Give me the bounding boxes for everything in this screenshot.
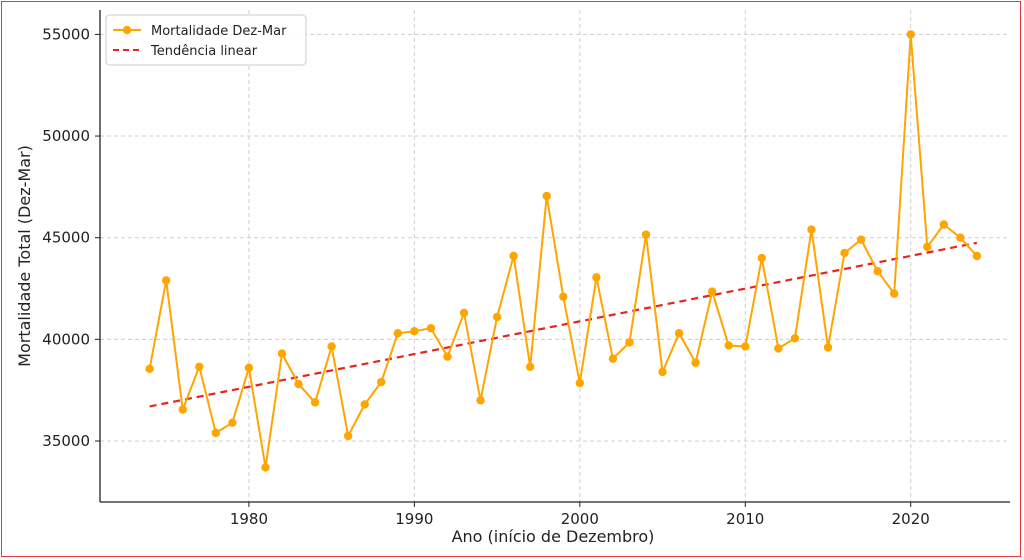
data-point	[774, 344, 783, 353]
data-point	[195, 362, 204, 372]
data-point	[377, 377, 386, 387]
data-point	[492, 312, 502, 322]
y-tick-label: 45000	[42, 229, 90, 247]
y-tick-label: 50000	[42, 127, 90, 145]
data-point	[873, 267, 882, 276]
legend-trend-label: Tendência linear	[150, 44, 258, 59]
legend-box	[105, 14, 307, 66]
data-point	[525, 362, 535, 372]
series-layer	[145, 30, 982, 472]
data-point	[178, 405, 187, 414]
trend-layer	[149, 241, 978, 408]
data-point	[161, 276, 171, 285]
data-point	[757, 253, 767, 263]
data-point	[856, 235, 866, 244]
series-line	[148, 33, 978, 469]
x-tick-label: 2010	[726, 510, 764, 528]
data-point	[724, 341, 733, 350]
x-tick-label: 1980	[230, 510, 268, 528]
x-tick-label: 2020	[892, 510, 930, 528]
data-point	[228, 418, 237, 427]
data-point	[343, 431, 353, 441]
data-point	[294, 379, 303, 389]
data-point	[559, 292, 568, 301]
data-point	[807, 225, 816, 234]
data-point	[972, 251, 982, 261]
legend: Mortalidade Dez-Mar Tendência linear	[105, 14, 307, 66]
legend-series-marker	[122, 25, 132, 35]
y-tick-label: 55000	[42, 25, 90, 43]
data-point	[707, 287, 717, 296]
data-point	[889, 289, 899, 298]
data-point	[840, 248, 849, 258]
data-point	[360, 400, 369, 409]
data-point	[410, 327, 419, 336]
data-point	[211, 428, 221, 438]
data-point	[674, 329, 684, 338]
data-point	[691, 358, 700, 367]
data-point	[906, 30, 915, 39]
data-point	[823, 343, 833, 352]
data-point	[476, 396, 485, 405]
data-point	[608, 354, 618, 363]
y-axis-title: Mortalidade Total (Dez-Mar)	[15, 145, 34, 367]
y-tick-label: 35000	[42, 432, 90, 450]
data-point	[575, 378, 585, 388]
data-point	[277, 349, 287, 358]
data-point	[310, 398, 320, 407]
data-point	[741, 342, 750, 351]
data-point	[509, 251, 518, 261]
data-point	[327, 342, 336, 351]
data-point	[542, 191, 551, 201]
data-point	[426, 323, 436, 333]
data-point	[443, 352, 452, 361]
trend-line	[149, 241, 978, 408]
data-point	[145, 364, 154, 374]
data-point	[244, 363, 254, 373]
x-tick-label: 2000	[561, 510, 599, 528]
legend-series-label: Mortalidade Dez-Mar	[151, 24, 287, 39]
data-point	[641, 230, 651, 239]
x-tick-label: 1990	[395, 510, 433, 528]
grid	[100, 10, 1010, 502]
data-point	[939, 220, 949, 229]
axes	[95, 10, 1010, 507]
data-point	[956, 233, 965, 242]
data-point	[923, 242, 932, 252]
x-axis-title: Ano (início de Dezembro)	[452, 527, 655, 546]
data-point	[261, 463, 270, 472]
data-point	[658, 367, 667, 377]
data-point	[625, 338, 634, 347]
tick-labels: 1980 1990 2000 2010 2020 35000 40000 45000 50000…	[42, 25, 930, 528]
data-point	[459, 308, 469, 318]
data-point	[393, 329, 403, 338]
y-tick-label: 40000	[42, 330, 90, 348]
data-point	[592, 273, 601, 282]
data-point	[790, 334, 800, 343]
